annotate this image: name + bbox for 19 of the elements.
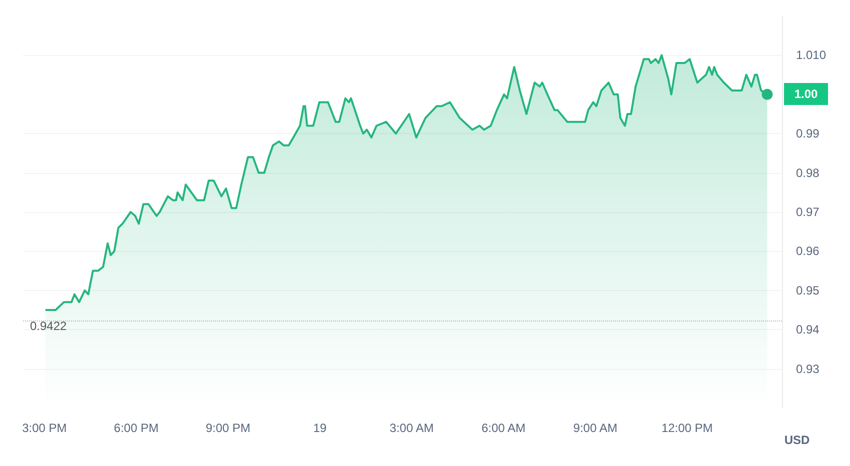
y-tick-label: 0.98	[796, 166, 820, 180]
y-tick-label: 0.97	[796, 205, 820, 219]
y-axis-title: USD	[784, 433, 810, 447]
x-tick-label: 12:00 PM	[661, 421, 713, 435]
y-tick-label: 0.95	[796, 283, 820, 298]
x-tick-label: 9:00 AM	[573, 421, 618, 435]
x-tick-label: 3:00 AM	[390, 421, 434, 435]
y-tick-label: 0.96	[796, 244, 820, 258]
y-tick-label: 0.99	[796, 126, 820, 141]
y-tick-label: 1.010	[796, 48, 826, 62]
y-tick-label: 0.93	[796, 362, 820, 376]
x-tick-label: 19	[313, 421, 327, 435]
ref-line-label: 0.9422	[30, 318, 68, 333]
x-tick-label: 3:00 PM	[22, 421, 67, 435]
x-tick-label: 6:00 PM	[114, 421, 159, 435]
x-tick-label: 6:00 AM	[481, 421, 526, 435]
y-tick-label: 0.94	[796, 322, 820, 337]
price-tag: 1.00	[784, 83, 828, 106]
x-tick-label: 9:00 PM	[206, 421, 250, 435]
